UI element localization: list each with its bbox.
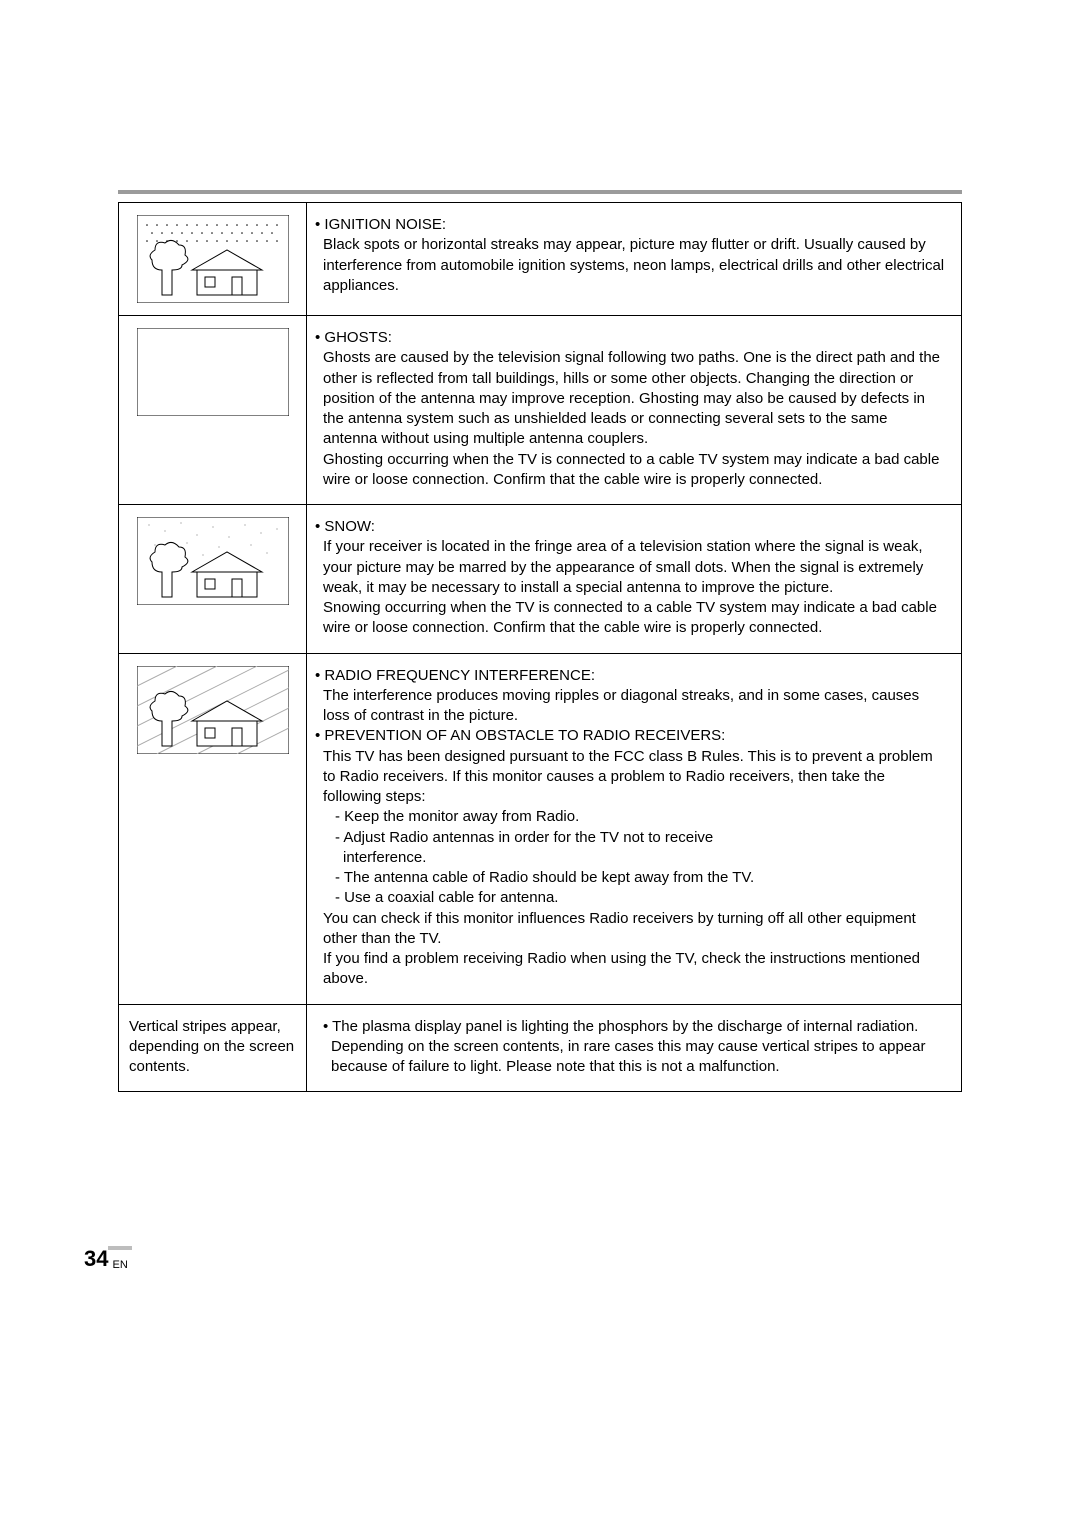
row-para: The interference produces moving ripples… [315, 686, 945, 727]
page-lang: EN [112, 1259, 127, 1271]
top-rule [118, 190, 962, 194]
row-bullet: - The antenna cable of Radio should be k… [315, 868, 945, 888]
row-image-cell [119, 316, 307, 504]
row-title: • IGNITION NOISE: [315, 215, 945, 235]
snow-thumb [137, 517, 289, 605]
table-row: • SNOW: If your receiver is located in t… [119, 505, 961, 654]
row-bullet: interference. [315, 848, 945, 868]
row-text-cell: • IGNITION NOISE: Black spots or horizon… [307, 203, 961, 315]
row-image-cell [119, 654, 307, 1004]
row-para: Snowing occurring when the TV is connect… [315, 598, 945, 639]
row-text-cell: • RADIO FREQUENCY INTERFERENCE: The inte… [307, 654, 961, 1004]
row-para: Ghosts are caused by the television sign… [315, 348, 945, 449]
page-number-value: 34 [84, 1246, 108, 1272]
row-para: This TV has been designed pursuant to th… [315, 747, 945, 808]
row-para: Black spots or horizontal streaks may ap… [315, 235, 945, 296]
table-row: • GHOSTS: Ghosts are caused by the telev… [119, 316, 961, 505]
row-bullet: - Adjust Radio antennas in order for the… [315, 828, 945, 848]
row-text-cell: • SNOW: If your receiver is located in t… [307, 505, 961, 653]
row-title: • RADIO FREQUENCY INTERFERENCE: [315, 666, 945, 686]
row-para: If your receiver is located in the fring… [315, 537, 945, 598]
row-image-cell [119, 203, 307, 315]
row-para: Ghosting occurring when the TV is connec… [315, 450, 945, 491]
table-row: Vertical stripes appear, depending on th… [119, 1005, 961, 1092]
row-left-label: Vertical stripes appear, depending on th… [129, 1017, 296, 1078]
row-bullet: - Use a coaxial cable for antenna. [315, 888, 945, 908]
page-number: 34 EN [84, 1246, 128, 1272]
row-left-text: Vertical stripes appear, depending on th… [119, 1005, 307, 1092]
row-title: • SNOW: [315, 517, 945, 537]
ghosts-thumb [137, 328, 289, 416]
table-row: • RADIO FREQUENCY INTERFERENCE: The inte… [119, 654, 961, 1005]
table-row: • IGNITION NOISE: Black spots or horizon… [119, 203, 961, 316]
rf-interference-thumb [137, 666, 289, 754]
troubleshooting-table: • IGNITION NOISE: Black spots or horizon… [118, 202, 962, 1092]
row-para: You can check if this monitor influences… [315, 909, 945, 950]
row-para: • The plasma display panel is lighting t… [315, 1017, 945, 1078]
row-para: If you find a problem receiving Radio wh… [315, 949, 945, 990]
row-subtitle: • PREVENTION OF AN OBSTACLE TO RADIO REC… [315, 726, 945, 746]
row-title: • GHOSTS: [315, 328, 945, 348]
ignition-noise-thumb [137, 215, 289, 303]
row-text-cell: • The plasma display panel is lighting t… [307, 1005, 961, 1092]
row-bullet: - Keep the monitor away from Radio. [315, 807, 945, 827]
row-text-cell: • GHOSTS: Ghosts are caused by the telev… [307, 316, 961, 504]
row-image-cell [119, 505, 307, 653]
